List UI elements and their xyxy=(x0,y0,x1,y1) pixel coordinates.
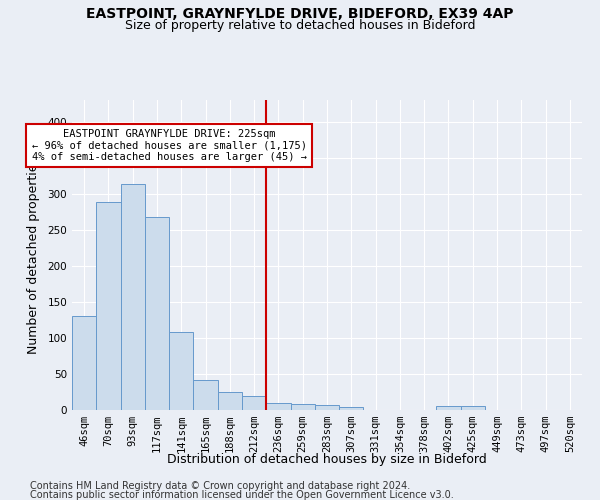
Y-axis label: Number of detached properties: Number of detached properties xyxy=(28,156,40,354)
Text: Distribution of detached houses by size in Bideford: Distribution of detached houses by size … xyxy=(167,452,487,466)
Bar xyxy=(242,396,266,410)
Bar xyxy=(193,380,218,410)
Text: Contains public sector information licensed under the Open Government Licence v3: Contains public sector information licen… xyxy=(30,490,454,500)
Bar xyxy=(339,407,364,410)
Bar xyxy=(266,403,290,410)
Bar xyxy=(461,406,485,410)
Text: EASTPOINT GRAYNFYLDE DRIVE: 225sqm
← 96% of detached houses are smaller (1,175)
: EASTPOINT GRAYNFYLDE DRIVE: 225sqm ← 96%… xyxy=(32,129,307,162)
Bar xyxy=(290,404,315,410)
Text: Contains HM Land Registry data © Crown copyright and database right 2024.: Contains HM Land Registry data © Crown c… xyxy=(30,481,410,491)
Bar xyxy=(315,405,339,410)
Bar xyxy=(218,392,242,410)
Text: Size of property relative to detached houses in Bideford: Size of property relative to detached ho… xyxy=(125,19,475,32)
Bar xyxy=(169,332,193,410)
Bar xyxy=(121,184,145,410)
Bar xyxy=(436,406,461,410)
Bar xyxy=(72,316,96,410)
Text: EASTPOINT, GRAYNFYLDE DRIVE, BIDEFORD, EX39 4AP: EASTPOINT, GRAYNFYLDE DRIVE, BIDEFORD, E… xyxy=(86,8,514,22)
Bar xyxy=(96,202,121,410)
Bar xyxy=(145,217,169,410)
